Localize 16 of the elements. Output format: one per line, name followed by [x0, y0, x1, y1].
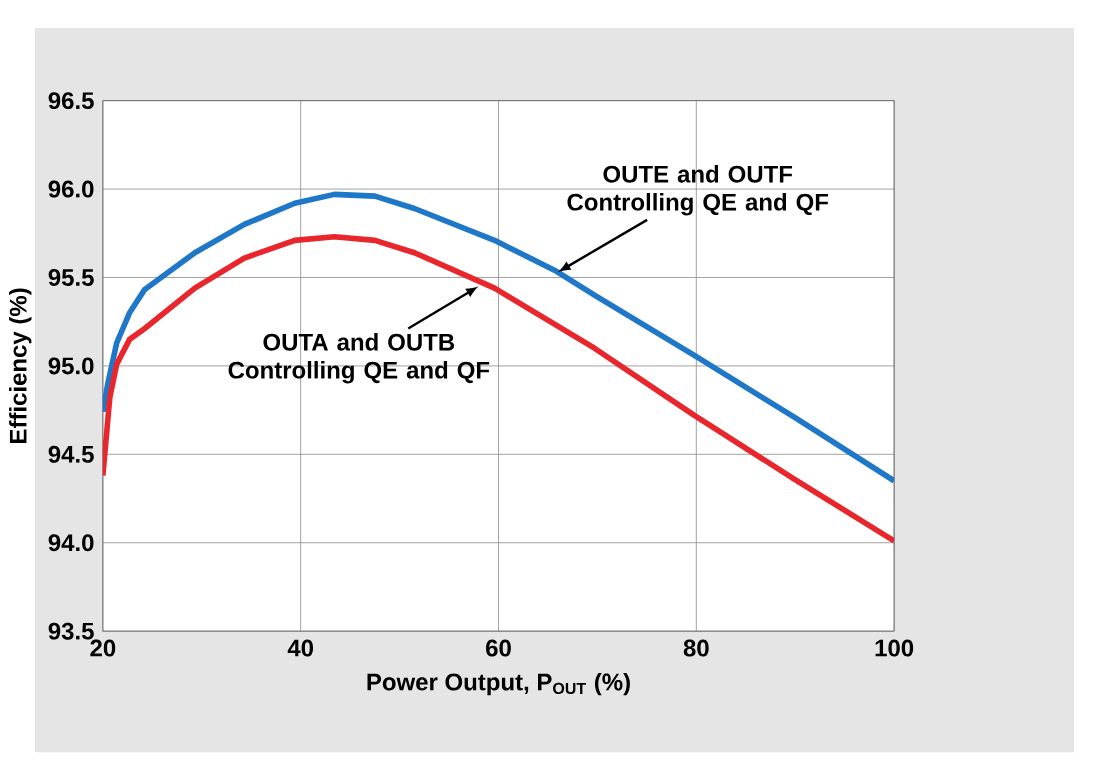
annotation: OUTA and OUTB Controlling QE and QF — [228, 332, 490, 384]
x-tick-label: 60 — [486, 639, 511, 657]
y-tick-label: 96.0 — [48, 180, 94, 198]
y-axis-title: Efficiency (%) — [9, 288, 32, 443]
y-tick-label: 96.5 — [48, 92, 94, 109]
y-tick-label: 95.5 — [48, 268, 94, 286]
x-tick-label: 80 — [683, 639, 709, 657]
y-tick-label: 95.0 — [48, 357, 94, 375]
y-tick-label: 94.5 — [48, 445, 94, 463]
x-tick-label: 40 — [287, 639, 314, 657]
annotation: OUTE and OUTF Controlling QE and QF — [567, 164, 829, 216]
x-axis-title: Power Output, P$_{OUT}$ (%) — [367, 672, 630, 696]
y-tick-label: 94.0 — [48, 534, 94, 552]
x-tick-label: 20 — [90, 639, 116, 657]
x-tick-label: 100 — [875, 639, 914, 657]
y-tick-label: 93.5 — [48, 622, 94, 640]
